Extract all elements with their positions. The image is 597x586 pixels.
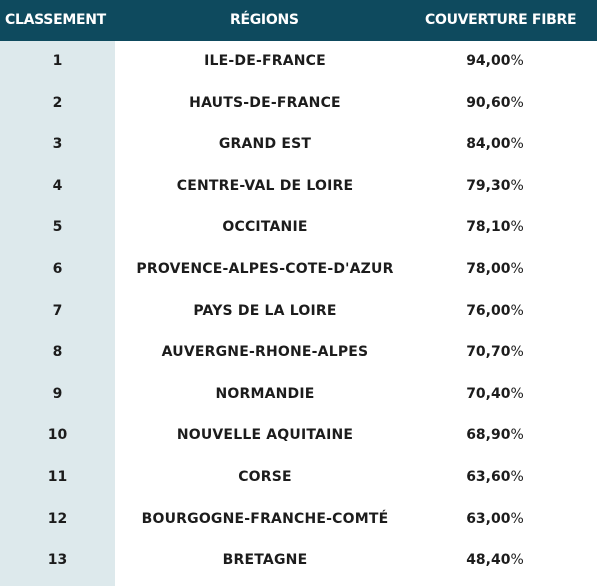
- percent-unit: %: [510, 510, 524, 527]
- coverage-cell: 79,30%: [430, 166, 560, 208]
- region-cell: PAYS DE LA LOIRE: [193, 302, 337, 319]
- rank-cell: 1: [52, 53, 63, 69]
- region-cell: OCCITANIE: [222, 219, 308, 236]
- region-cell: NOUVELLE AQUITAINE: [176, 427, 354, 444]
- percent-unit: %: [510, 219, 524, 236]
- header-coverage: COUVERTURE FIBRE: [425, 12, 577, 28]
- table-row: 4 CENTRE-VAL DE LOIRE 79,30%: [0, 166, 597, 208]
- table-row: 1 ILE-DE-FRANCE 94,00%: [0, 41, 597, 83]
- coverage-cell: 78,10%: [430, 207, 560, 249]
- table-header: CLASSEMENT RÉGIONS COUVERTURE FIBRE: [0, 0, 597, 41]
- coverage-value: 94,00: [466, 53, 511, 69]
- rank-cell: 3: [52, 136, 63, 153]
- table-row: 13 BRETAGNE 48,40%: [0, 540, 597, 582]
- rank-cell: 13: [47, 552, 68, 569]
- rank-cell: 4: [52, 177, 63, 194]
- coverage-value: 79,30: [466, 177, 511, 194]
- coverage-value: 48,40: [466, 552, 511, 569]
- header-rank: CLASSEMENT: [5, 12, 106, 28]
- table-row: 11 CORSE 63,60%: [0, 457, 597, 499]
- rank-cell: 10: [47, 427, 68, 444]
- percent-unit: %: [510, 53, 524, 69]
- percent-unit: %: [510, 552, 524, 569]
- coverage-value: 63,60: [466, 468, 511, 485]
- coverage-cell: 63,00%: [430, 499, 560, 541]
- region-cell: BOURGOGNE-FRANCHE-COMTÉ: [141, 510, 389, 527]
- percent-unit: %: [510, 260, 524, 277]
- rank-cell: 9: [52, 385, 63, 402]
- table-row: 2 HAUTS-DE-FRANCE 90,60%: [0, 83, 597, 125]
- coverage-value: 78,00: [466, 260, 511, 277]
- percent-unit: %: [510, 302, 524, 319]
- rank-cell: 7: [52, 302, 63, 319]
- table-row: 5 OCCITANIE 78,10%: [0, 207, 597, 249]
- coverage-cell: 84,00%: [430, 124, 560, 166]
- rank-cell: 5: [52, 219, 63, 236]
- region-cell: NORMANDIE: [215, 385, 315, 402]
- table-row: 6 PROVENCE-ALPES-COTE-D'AZUR 78,00%: [0, 249, 597, 291]
- region-cell: CORSE: [238, 468, 292, 485]
- header-region: RÉGIONS: [230, 12, 299, 28]
- region-cell: CENTRE-VAL DE LOIRE: [176, 177, 354, 194]
- coverage-cell: 70,70%: [430, 332, 560, 374]
- region-cell: PROVENCE-ALPES-COTE-D'AZUR: [136, 260, 394, 277]
- percent-unit: %: [510, 385, 524, 402]
- table-row: 12 BOURGOGNE-FRANCHE-COMTÉ 63,00%: [0, 499, 597, 541]
- rank-column-background: [0, 41, 115, 586]
- region-cell: BRETAGNE: [222, 552, 308, 569]
- coverage-cell: 68,90%: [430, 415, 560, 457]
- coverage-cell: 94,00%: [430, 41, 560, 83]
- table-body: 1 ILE-DE-FRANCE 94,00% 2 HAUTS-DE-FRANCE 90,6…: [0, 41, 597, 582]
- coverage-value: 70,40: [466, 385, 511, 402]
- table-row: 3 GRAND EST 84,00%: [0, 124, 597, 166]
- table-row: 10 NOUVELLE AQUITAINE 68,90%: [0, 415, 597, 457]
- region-cell: ILE-DE-FRANCE: [204, 53, 326, 69]
- region-cell: HAUTS-DE-FRANCE: [189, 94, 341, 111]
- coverage-value: 84,00: [466, 136, 511, 153]
- percent-unit: %: [510, 344, 524, 361]
- coverage-value: 90,60: [466, 94, 511, 111]
- coverage-cell: 90,60%: [430, 83, 560, 125]
- coverage-value: 70,70: [466, 344, 511, 361]
- table-row: 7 PAYS DE LA LOIRE 76,00%: [0, 291, 597, 333]
- coverage-value: 76,00: [466, 302, 511, 319]
- coverage-value: 63,00: [466, 510, 511, 527]
- coverage-cell: 76,00%: [430, 291, 560, 333]
- coverage-cell: 48,40%: [430, 540, 560, 582]
- rank-cell: 8: [52, 344, 63, 361]
- coverage-cell: 78,00%: [430, 249, 560, 291]
- table-row: 9 NORMANDIE 70,40%: [0, 374, 597, 416]
- percent-unit: %: [510, 468, 524, 485]
- region-cell: GRAND EST: [218, 136, 312, 153]
- region-cell: AUVERGNE-RHONE-ALPES: [161, 344, 369, 361]
- rank-cell: 12: [47, 510, 68, 527]
- rank-cell: 11: [47, 468, 68, 485]
- percent-unit: %: [510, 94, 524, 111]
- coverage-cell: 70,40%: [430, 374, 560, 416]
- coverage-value: 68,90: [466, 427, 511, 444]
- coverage-value: 78,10: [466, 219, 511, 236]
- percent-unit: %: [510, 136, 524, 153]
- percent-unit: %: [510, 177, 524, 194]
- rank-cell: 2: [52, 94, 63, 111]
- table-row: 8 AUVERGNE-RHONE-ALPES 70,70%: [0, 332, 597, 374]
- percent-unit: %: [510, 427, 524, 444]
- rank-cell: 6: [52, 260, 63, 277]
- coverage-cell: 63,60%: [430, 457, 560, 499]
